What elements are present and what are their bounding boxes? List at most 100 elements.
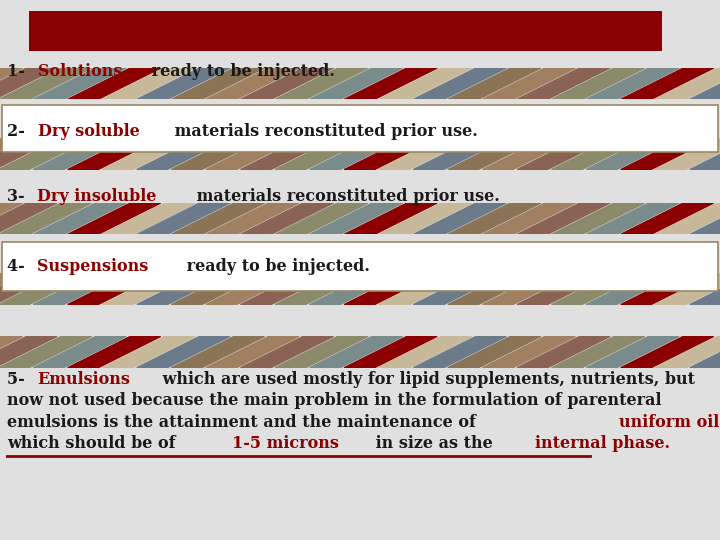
Polygon shape — [379, 336, 472, 368]
Polygon shape — [240, 203, 333, 234]
Polygon shape — [655, 138, 720, 170]
Polygon shape — [240, 138, 333, 170]
Polygon shape — [586, 138, 679, 170]
Polygon shape — [344, 138, 437, 170]
Polygon shape — [0, 273, 57, 305]
Polygon shape — [344, 203, 437, 234]
Polygon shape — [448, 138, 541, 170]
Polygon shape — [0, 336, 22, 368]
Polygon shape — [240, 68, 333, 99]
Polygon shape — [552, 68, 644, 99]
Polygon shape — [482, 273, 575, 305]
Text: 1-: 1- — [7, 63, 31, 80]
Polygon shape — [448, 336, 541, 368]
Polygon shape — [0, 203, 57, 234]
Polygon shape — [690, 203, 720, 234]
Polygon shape — [137, 138, 230, 170]
Polygon shape — [448, 203, 541, 234]
Polygon shape — [33, 68, 126, 99]
Polygon shape — [33, 138, 126, 170]
FancyBboxPatch shape — [2, 105, 718, 152]
Polygon shape — [310, 273, 402, 305]
Polygon shape — [448, 68, 541, 99]
Polygon shape — [621, 203, 714, 234]
Polygon shape — [0, 336, 91, 368]
Text: in size as the: in size as the — [370, 435, 498, 453]
Polygon shape — [102, 203, 195, 234]
Text: uniform oil droplet: uniform oil droplet — [619, 414, 720, 431]
Polygon shape — [448, 273, 541, 305]
Polygon shape — [275, 68, 368, 99]
Polygon shape — [379, 203, 472, 234]
Polygon shape — [379, 273, 472, 305]
Polygon shape — [0, 68, 57, 99]
Polygon shape — [68, 138, 161, 170]
Polygon shape — [310, 68, 402, 99]
Text: ready to be injected.: ready to be injected. — [146, 63, 336, 80]
Polygon shape — [275, 336, 368, 368]
Polygon shape — [275, 203, 368, 234]
Text: materials reconstituted prior use.: materials reconstituted prior use. — [192, 187, 500, 205]
Text: ready to be injected.: ready to be injected. — [181, 258, 370, 275]
Polygon shape — [137, 68, 230, 99]
Polygon shape — [344, 336, 437, 368]
Polygon shape — [586, 68, 679, 99]
Text: 3-: 3- — [7, 187, 30, 205]
Polygon shape — [586, 273, 679, 305]
Polygon shape — [206, 203, 299, 234]
Polygon shape — [171, 273, 264, 305]
Polygon shape — [68, 273, 161, 305]
Text: emulsions is the attainment and the maintenance of: emulsions is the attainment and the main… — [7, 414, 482, 431]
Polygon shape — [171, 336, 264, 368]
FancyBboxPatch shape — [29, 11, 662, 51]
Polygon shape — [482, 68, 575, 99]
Polygon shape — [0, 203, 91, 234]
Polygon shape — [240, 336, 333, 368]
Polygon shape — [482, 203, 575, 234]
Polygon shape — [517, 203, 610, 234]
Text: Suspensions: Suspensions — [37, 258, 148, 275]
Polygon shape — [33, 203, 126, 234]
Text: materials reconstituted prior use.: materials reconstituted prior use. — [168, 123, 477, 140]
Polygon shape — [33, 336, 126, 368]
Polygon shape — [102, 273, 195, 305]
Polygon shape — [275, 138, 368, 170]
Polygon shape — [0, 273, 91, 305]
Polygon shape — [655, 336, 720, 368]
Text: Solutions: Solutions — [37, 63, 122, 80]
Polygon shape — [655, 68, 720, 99]
Polygon shape — [413, 273, 506, 305]
Polygon shape — [206, 138, 299, 170]
Polygon shape — [621, 138, 714, 170]
Polygon shape — [240, 273, 333, 305]
Polygon shape — [621, 273, 714, 305]
Text: internal phase.: internal phase. — [536, 435, 670, 453]
Polygon shape — [690, 138, 720, 170]
Polygon shape — [517, 273, 610, 305]
Polygon shape — [68, 336, 161, 368]
Text: Dry insoluble: Dry insoluble — [37, 187, 156, 205]
Text: Dry soluble: Dry soluble — [37, 123, 139, 140]
Polygon shape — [482, 138, 575, 170]
Polygon shape — [379, 68, 472, 99]
FancyBboxPatch shape — [2, 242, 718, 291]
Polygon shape — [0, 68, 22, 99]
Text: Emulsions: Emulsions — [37, 370, 130, 388]
Polygon shape — [690, 336, 720, 368]
Polygon shape — [344, 68, 437, 99]
Polygon shape — [0, 203, 22, 234]
Polygon shape — [517, 336, 610, 368]
Polygon shape — [552, 203, 644, 234]
Polygon shape — [102, 68, 195, 99]
Polygon shape — [655, 203, 720, 234]
Text: 5-: 5- — [7, 370, 30, 388]
Polygon shape — [68, 203, 161, 234]
Polygon shape — [68, 68, 161, 99]
Polygon shape — [586, 336, 679, 368]
Polygon shape — [0, 138, 91, 170]
Polygon shape — [621, 336, 714, 368]
Polygon shape — [621, 68, 714, 99]
Text: 4-: 4- — [7, 258, 30, 275]
Polygon shape — [206, 336, 299, 368]
Polygon shape — [517, 68, 610, 99]
